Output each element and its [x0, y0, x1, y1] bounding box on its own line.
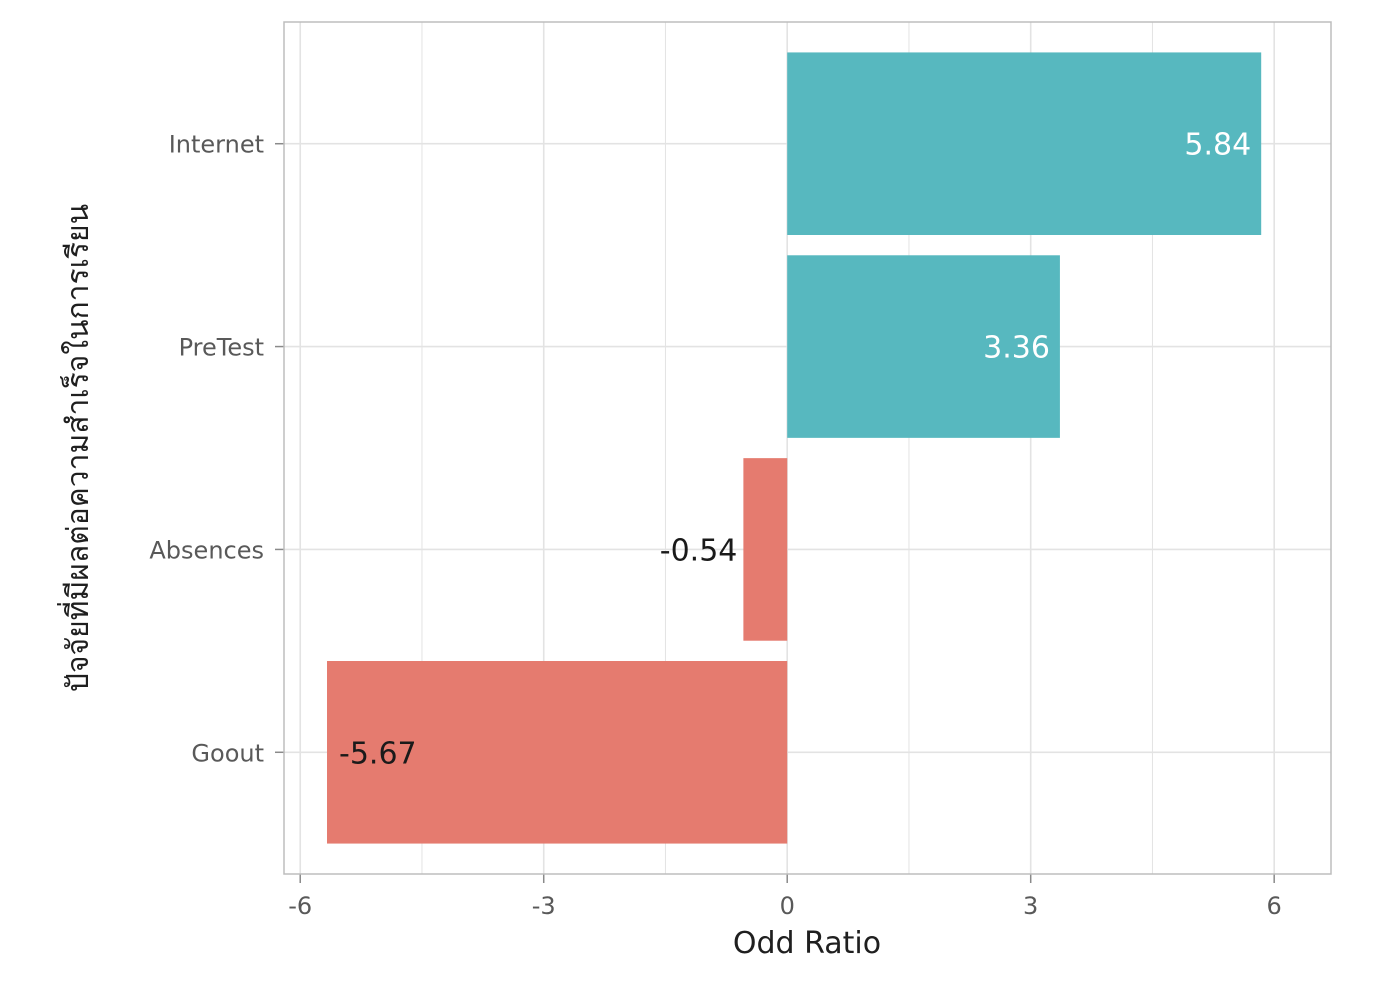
x-tick-label: 6 — [1267, 892, 1282, 920]
bar-internet — [787, 52, 1262, 235]
data-label-layer: 5.84 3.36 -0.54 -5.67 — [339, 128, 1251, 772]
x-axis-title: Odd Ratio — [733, 926, 881, 961]
data-label-pretest: 3.36 — [983, 331, 1050, 366]
data-label-goout: -5.67 — [339, 736, 417, 771]
bar-pretest — [787, 255, 1060, 438]
axis-layer: Internet PreTest Absences Goout -6 -3 0 3 6 — [149, 131, 1281, 920]
panel-border — [283, 21, 1332, 875]
bar-layer — [327, 52, 1262, 844]
y-tick-label: Internet — [169, 131, 264, 159]
x-tick-label: 0 — [780, 892, 795, 920]
bar-goout — [327, 661, 788, 844]
data-label-internet: 5.84 — [1184, 128, 1251, 163]
y-tick-label: Goout — [191, 739, 264, 767]
y-tick-label: PreTest — [179, 334, 264, 362]
x-tick-label: 3 — [1023, 892, 1038, 920]
bar-absences — [743, 458, 788, 641]
data-label-absences: -0.54 — [660, 533, 738, 568]
x-tick-label: -3 — [532, 892, 556, 920]
y-tick-label: Absences — [149, 536, 264, 564]
y-axis-title: ปัจจัยที่มีผลต่อความสำเร็จในการเรียน — [57, 204, 96, 692]
x-tick-label: -6 — [288, 892, 312, 920]
